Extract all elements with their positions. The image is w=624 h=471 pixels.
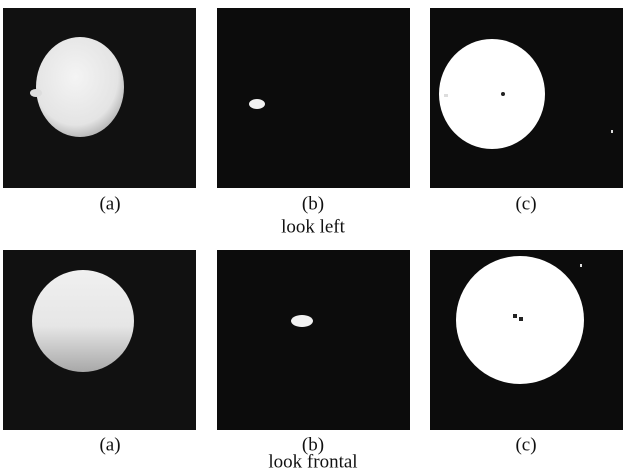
pupil-blob — [36, 37, 124, 137]
center-dot — [513, 314, 517, 318]
center-dot — [519, 317, 523, 321]
center-dot — [501, 92, 505, 96]
panel-label: (a) — [99, 434, 120, 455]
glint — [30, 89, 42, 97]
glint-blob — [249, 99, 265, 109]
panel-image — [217, 250, 410, 430]
row-caption: look left — [281, 216, 346, 237]
row-1: (a) (b) (c) look left — [3, 8, 623, 237]
row-2: (a) (b) (c) look frontal — [3, 250, 623, 471]
noise — [580, 264, 582, 267]
panel-label: (a) — [99, 193, 120, 214]
panel-label: (c) — [515, 434, 536, 455]
panel-label: (b) — [302, 193, 324, 214]
pupil-blob — [32, 270, 134, 372]
noise — [444, 94, 448, 97]
panel-image — [217, 8, 410, 188]
pupil-mask — [439, 39, 545, 149]
figure: (a) (b) (c) look left (a) (b) (c) look f… — [0, 0, 624, 471]
row-caption: look frontal — [268, 451, 357, 471]
panel-label: (c) — [515, 193, 536, 214]
noise — [611, 130, 613, 133]
glint-blob — [291, 315, 313, 327]
